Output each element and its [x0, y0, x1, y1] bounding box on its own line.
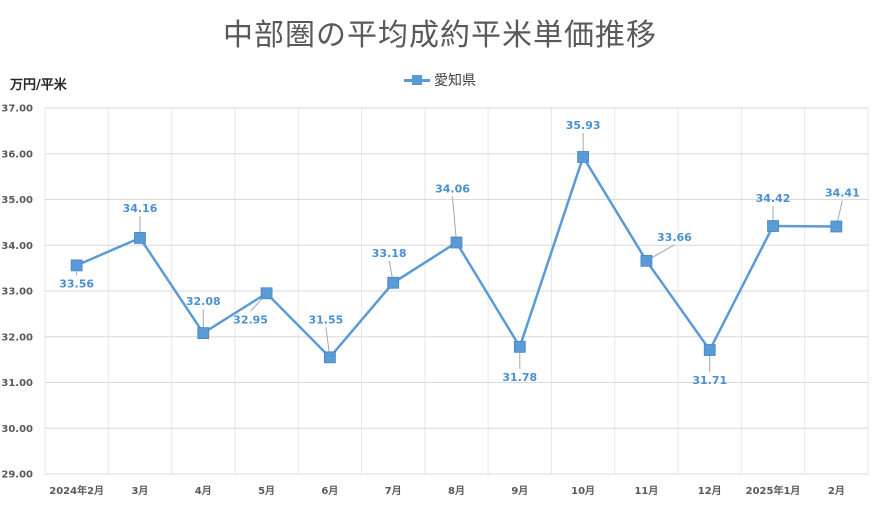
y-tick-label: 34.00: [1, 241, 33, 252]
data-label: 33.66: [657, 231, 692, 244]
data-point-marker: [830, 220, 843, 233]
x-tick-label: 8月: [448, 485, 465, 497]
y-tick-label: 32.00: [1, 332, 33, 343]
y-tick-label: 30.00: [1, 424, 33, 435]
data-point-marker: [323, 351, 336, 364]
data-point-marker: [703, 344, 716, 356]
data-point-marker: [70, 259, 83, 272]
data-label: 32.08: [186, 295, 221, 308]
data-label: 34.16: [123, 202, 158, 215]
y-tick-label: 31.00: [1, 378, 33, 389]
y-tick-label: 36.00: [1, 149, 33, 160]
data-label: 34.41: [825, 186, 860, 199]
y-tick-label: 35.00: [1, 195, 33, 206]
y-tick-label: 29.00: [1, 470, 33, 481]
data-point-marker: [577, 151, 590, 163]
legend: 愛知県: [0, 70, 880, 90]
data-label: 34.42: [756, 192, 791, 205]
x-tick-label: 10月: [571, 485, 595, 497]
data-label: 35.93: [566, 119, 601, 132]
data-point-marker: [450, 236, 463, 249]
x-tick-label: 2025年1月: [746, 484, 801, 497]
x-tick-label: 6月: [321, 485, 338, 497]
data-label: 32.95: [233, 313, 268, 326]
x-tick-label: 9月: [511, 485, 528, 497]
data-label-leader: [452, 196, 457, 243]
data-label: 33.18: [372, 247, 407, 260]
data-label: 33.56: [59, 277, 94, 290]
data-point-marker: [197, 327, 210, 339]
legend-label: 愛知県: [434, 73, 476, 89]
chart-title: 中部圏の平均成約平米単価推移: [223, 18, 657, 53]
data-point-marker: [260, 287, 273, 300]
data-point-marker: [513, 340, 526, 353]
data-label: 31.55: [308, 313, 343, 326]
legend-marker-icon: [404, 75, 430, 85]
x-tick-label: 12月: [698, 485, 722, 497]
x-tick-label: 7月: [385, 485, 402, 497]
x-tick-label: 5月: [258, 485, 275, 497]
y-axis-unit-label: 万円/平米: [10, 78, 67, 93]
x-tick-label: 4月: [195, 485, 212, 497]
data-label: 34.06: [435, 183, 470, 196]
x-tick-label: 3月: [131, 485, 148, 497]
x-tick-label: 11月: [634, 485, 658, 497]
data-point-marker: [387, 276, 400, 289]
y-tick-label: 37.00: [1, 104, 33, 115]
y-tick-label: 33.00: [1, 287, 33, 298]
data-point-marker: [640, 254, 653, 267]
x-tick-label: 2月: [828, 485, 845, 497]
data-label: 31.78: [502, 371, 537, 384]
data-point-marker: [767, 220, 779, 232]
x-tick-label: 2024年2月: [49, 484, 104, 497]
data-label: 31.71: [692, 374, 727, 387]
data-point-marker: [134, 232, 146, 244]
